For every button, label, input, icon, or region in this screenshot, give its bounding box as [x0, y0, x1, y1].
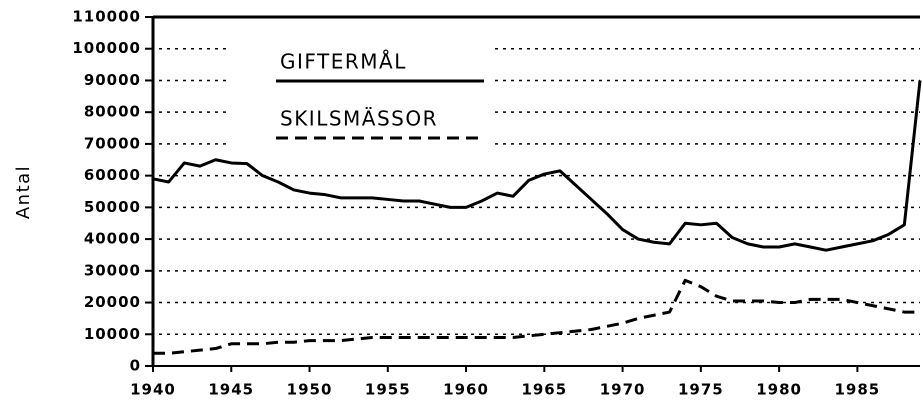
legend-label: GIFTERMÅL: [280, 50, 407, 74]
x-tick-label: 1970: [600, 381, 646, 399]
y-tick-label: 40000: [84, 230, 141, 248]
legend-background: [228, 30, 494, 148]
legend-label: SKILSMÄSSOR: [280, 107, 438, 131]
x-tick-label: 1975: [678, 381, 724, 399]
y-tick-label: 100000: [72, 39, 141, 57]
y-tick-label: 60000: [84, 166, 141, 184]
series-line: [152, 80, 922, 252]
x-tick-label: 1950: [287, 381, 333, 399]
y-tick-label: 80000: [84, 103, 141, 121]
y-tick-label: 0: [130, 357, 141, 375]
x-tick-label: 1960: [443, 381, 489, 399]
y-tick-label: 20000: [84, 293, 141, 311]
y-tick-label: 70000: [84, 134, 141, 152]
y-axis-title: Antal: [13, 165, 34, 219]
x-tick-label: 1980: [756, 381, 802, 399]
series-line: [153, 278, 920, 355]
y-tick-label: 30000: [84, 261, 141, 279]
y-tick-label: 110000: [72, 8, 141, 26]
y-tick-label: 90000: [84, 71, 141, 89]
y-tick-label: 50000: [84, 198, 141, 216]
x-tick-label: 1985: [835, 381, 881, 399]
y-tick-label: 10000: [84, 325, 141, 343]
x-tick-label: 1945: [208, 381, 254, 399]
x-tick-label: 1940: [130, 381, 176, 399]
x-tick-label: 1965: [521, 381, 567, 399]
x-tick-label: 1955: [365, 381, 411, 399]
